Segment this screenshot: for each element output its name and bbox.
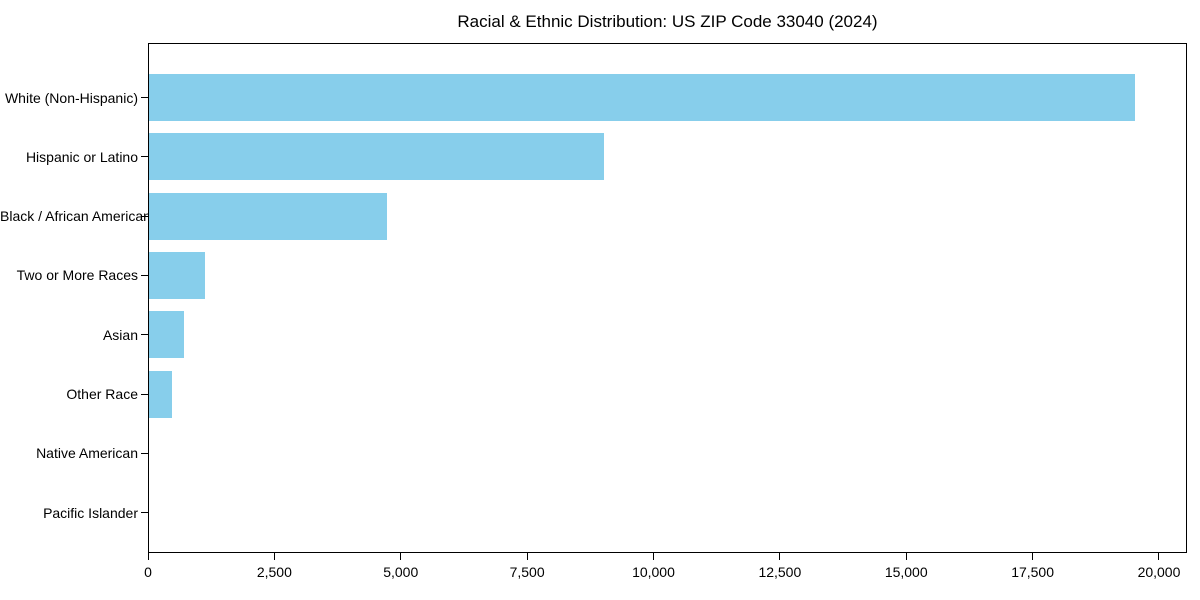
x-tick-mark [905, 553, 907, 560]
x-tick-label-17500: 17,500 [1011, 564, 1055, 580]
x-tick-mark [779, 553, 781, 560]
bar-two-or-more-races [149, 251, 205, 299]
bar-white-non-hispanic [149, 74, 1135, 121]
y-tick-label-asian: Asian [102, 326, 138, 343]
y-tick-mark [141, 274, 148, 276]
y-tick-mark [141, 334, 148, 336]
x-tick-label-20000: 20,000 [1137, 564, 1181, 580]
bar-hispanic-or-latino [149, 133, 604, 181]
bar-black-african-american [149, 192, 387, 240]
y-tick-label-native-american: Native American [36, 445, 138, 462]
x-tick-mark [400, 553, 402, 560]
chart-title: Racial & Ethnic Distribution: US ZIP Cod… [457, 12, 878, 31]
x-tick-label-10000: 10,000 [632, 564, 675, 580]
x-tick-label-0: 0 [144, 564, 152, 580]
x-tick-label-12500: 12,500 [758, 564, 802, 580]
y-tick-label-two-or-more-races: Two or More Races [16, 267, 138, 284]
x-tick-mark [147, 553, 149, 560]
y-tick-label-other-race: Other Race [66, 386, 138, 402]
plot-area [148, 43, 1187, 553]
x-tick-mark [652, 553, 654, 560]
bar-asian [149, 311, 185, 359]
x-tick-mark [1032, 553, 1034, 560]
y-tick-label-pacific-islander: Pacific Islander [43, 504, 138, 521]
y-tick-label-hispanic-or-latino: Hispanic or Latino [25, 148, 138, 165]
y-tick-mark [141, 215, 148, 217]
y-tick-mark [141, 97, 148, 98]
x-tick-label-2500: 2,500 [256, 564, 292, 580]
x-tick-label-15000: 15,000 [884, 564, 928, 580]
y-tick-label-black-african-american: Black / African American [0, 208, 151, 225]
x-tick-mark [1158, 553, 1160, 560]
x-tick-label-7500: 7,500 [509, 564, 545, 580]
bar-other-race [149, 370, 172, 418]
y-tick-mark [141, 156, 148, 158]
y-tick-mark [141, 393, 148, 395]
x-tick-label-5000: 5,000 [383, 564, 419, 580]
x-tick-mark [273, 553, 275, 560]
x-tick-mark [526, 553, 528, 560]
y-tick-label-white-non-hispanic: White (Non-Hispanic) [4, 89, 138, 106]
y-tick-mark [141, 452, 148, 454]
y-tick-mark [141, 512, 148, 514]
